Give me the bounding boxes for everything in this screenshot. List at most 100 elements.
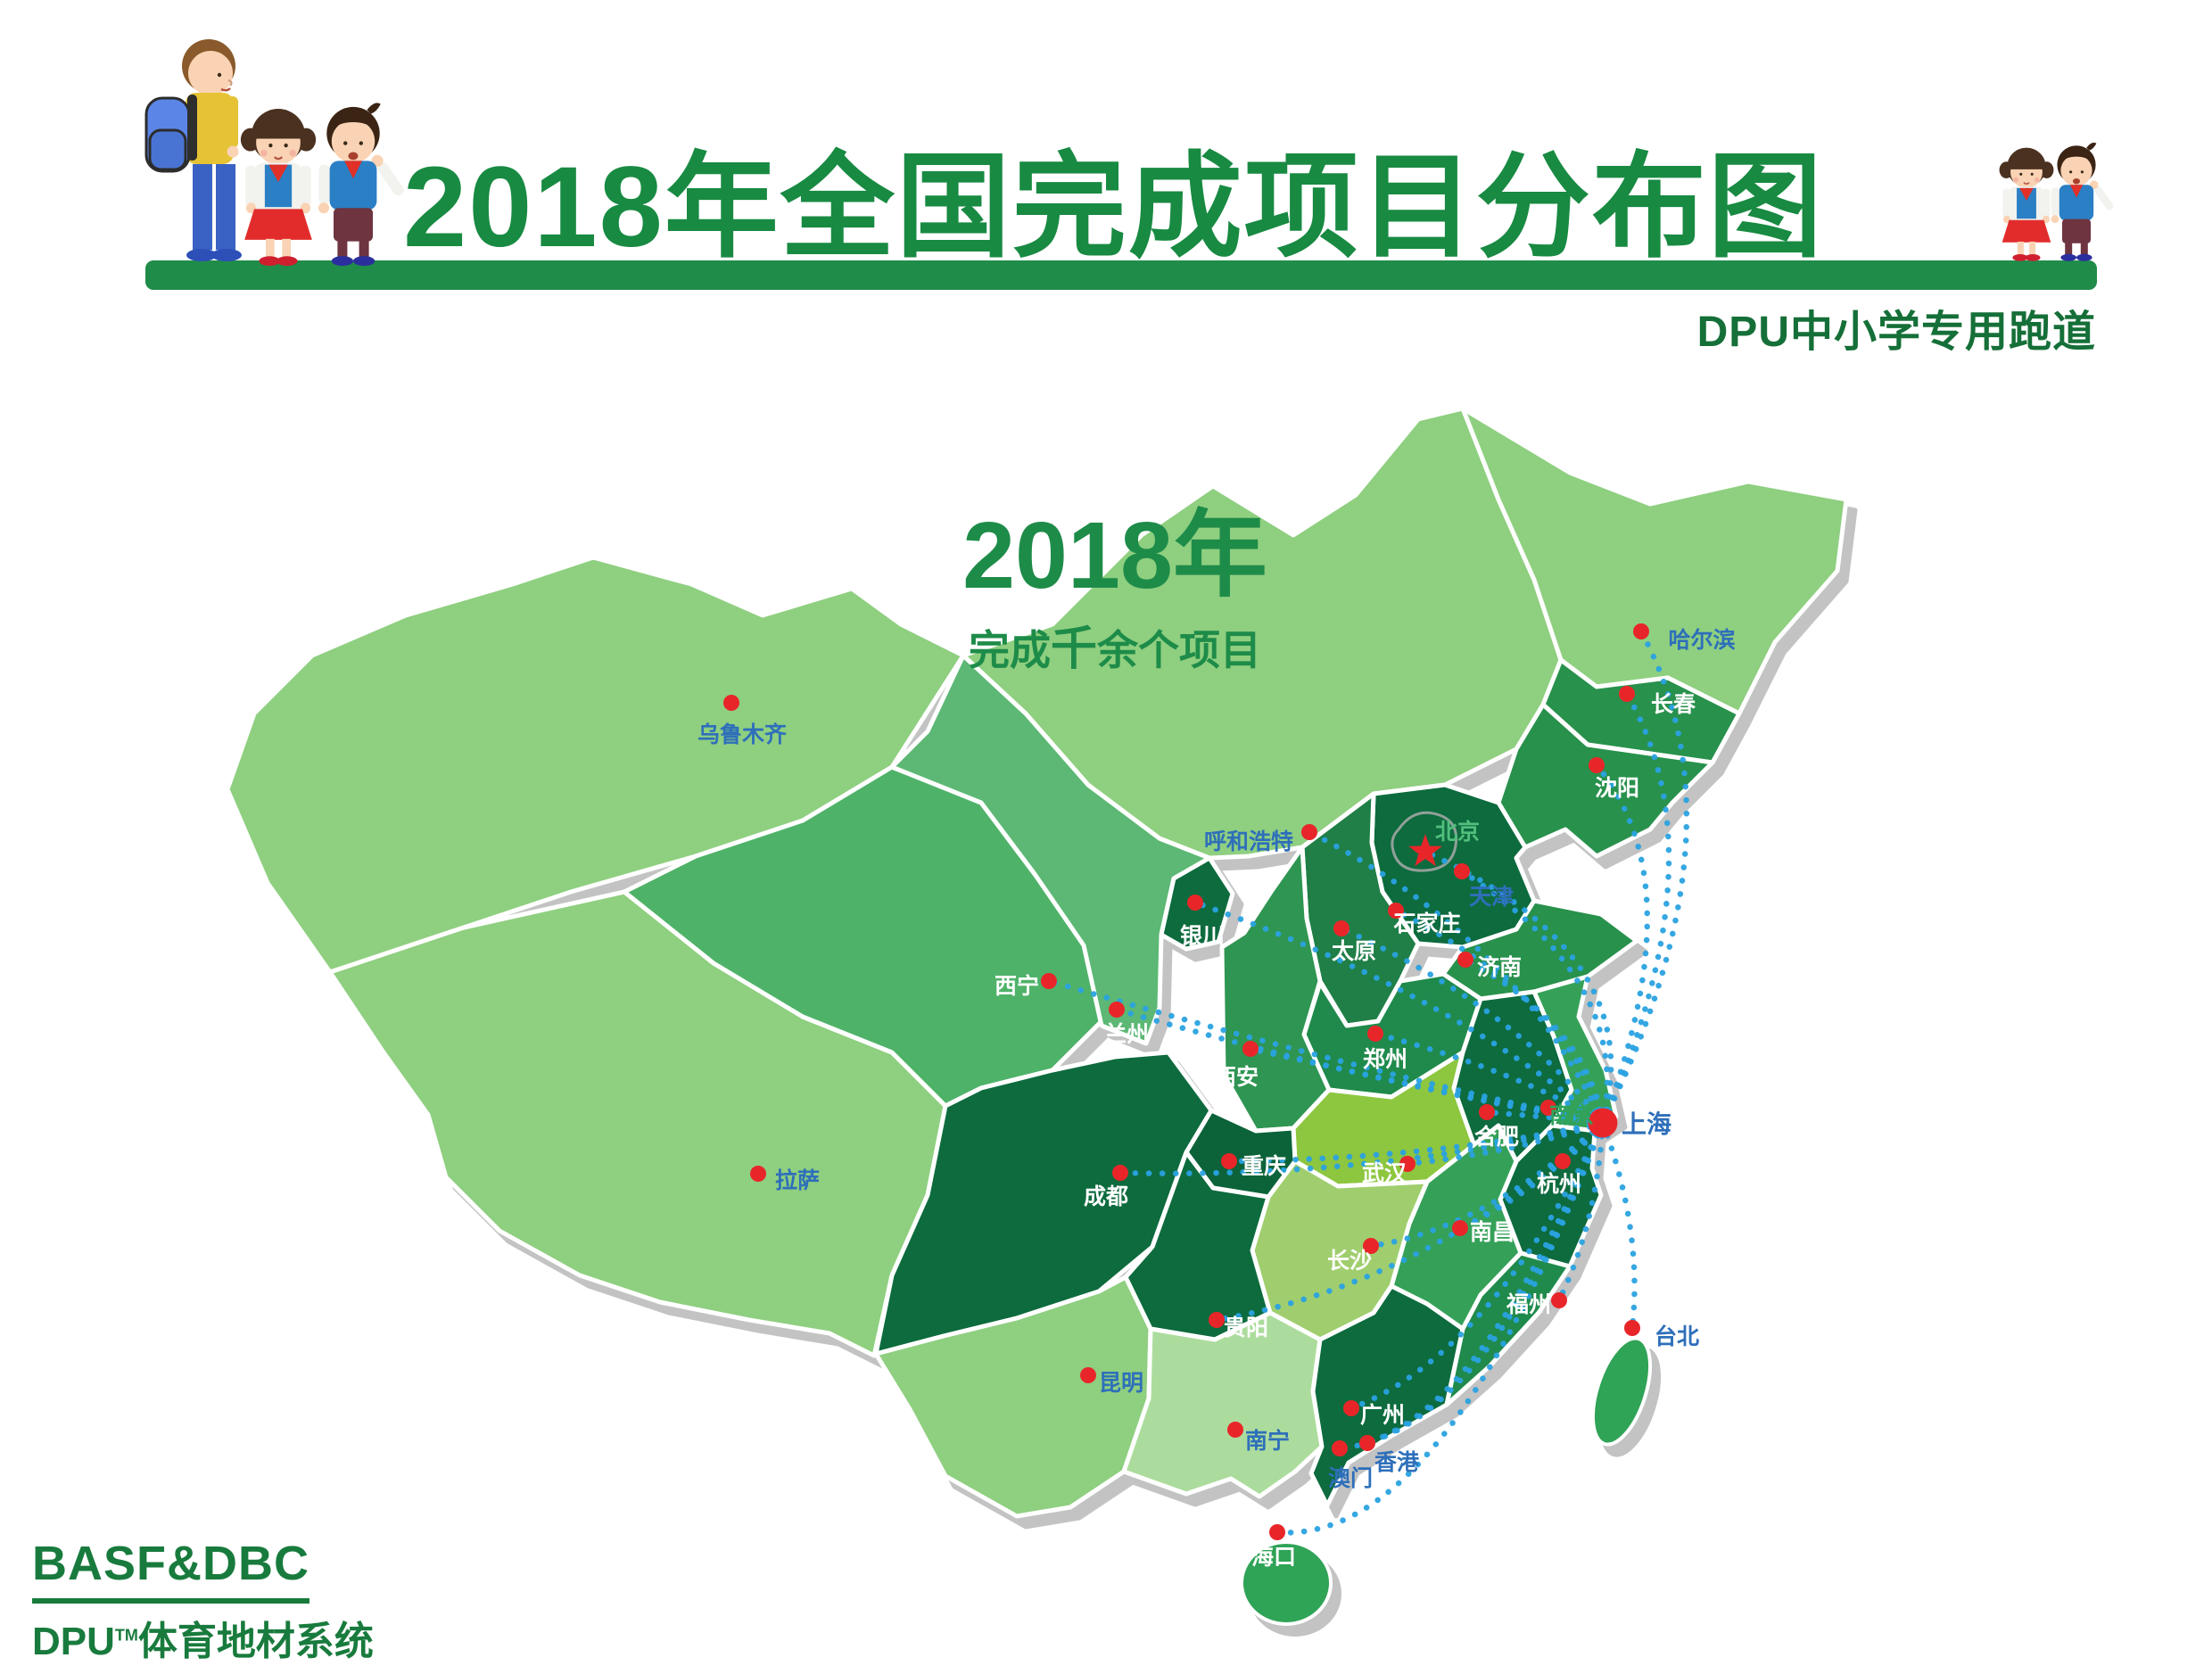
city-marker: [1227, 1422, 1243, 1438]
route-line: [1559, 1119, 1606, 1165]
city-label: 西安: [1214, 1064, 1259, 1090]
city-label: 西宁: [995, 973, 1039, 999]
route-line: [1117, 1119, 1606, 1176]
city-label: 呼和浩特: [1204, 829, 1293, 854]
province-shape: [1184, 1108, 1298, 1200]
city-label: 哈尔滨: [1668, 627, 1735, 653]
province-shape: [1440, 898, 1639, 1002]
city-marker: [1041, 973, 1057, 989]
route-line: [1045, 977, 1606, 1126]
province-shape: [1219, 845, 1332, 1134]
brand-product-line: DPUTM体育地材系统: [32, 1609, 374, 1666]
city-marker: [1479, 1104, 1495, 1120]
province-shape: [1531, 974, 1619, 1134]
route-line: [1338, 925, 1606, 1126]
route-line: [1599, 690, 1672, 1126]
province-shape: [1123, 1150, 1273, 1342]
beijing-star-icon: [1408, 834, 1442, 867]
city-label: 合肥: [1474, 1124, 1519, 1150]
annotation-year: 2018年: [962, 503, 1267, 608]
city-marker: [1301, 824, 1317, 840]
city-label: 昆明: [1099, 1371, 1143, 1396]
province-shape: [889, 653, 1212, 1046]
header-kids-right: [1998, 142, 2115, 262]
city-label: 成都: [1084, 1184, 1128, 1209]
brand-block: BASF&DBC DPUTM体育地材系统: [32, 1536, 374, 1666]
city-label: 上海: [1622, 1110, 1671, 1138]
city-marker: [1540, 1100, 1556, 1116]
city-markers-layer: [723, 623, 1649, 1540]
city-label: 贵阳: [1224, 1315, 1268, 1340]
route-line: [1462, 956, 1606, 1126]
route-line: [1348, 1119, 1606, 1412]
city-marker: [723, 695, 739, 711]
city-label: 武汉: [1362, 1161, 1407, 1186]
city-label: 沈阳: [1595, 776, 1639, 801]
province-shape: [1300, 791, 1421, 1028]
city-label: 南昌: [1470, 1220, 1515, 1245]
city-label: 澳门: [1328, 1465, 1373, 1491]
city-marker: [1109, 1002, 1125, 1018]
city-marker: [1589, 757, 1605, 773]
province-shape: [1301, 971, 1483, 1100]
route-line: [1556, 1119, 1606, 1304]
city-label: 重庆: [1242, 1153, 1286, 1179]
city-marker: [1363, 1238, 1379, 1254]
product-suffix: 体育地材系统: [137, 1620, 374, 1663]
route-line: [1367, 1119, 1606, 1250]
route-line: [1192, 899, 1606, 1126]
province-shape: [873, 1050, 1214, 1357]
province-shape: [225, 555, 966, 975]
route-line: [1422, 848, 1614, 1126]
city-label: 长春: [1651, 691, 1696, 717]
city-marker: [1209, 1312, 1225, 1328]
route-line: [1213, 1119, 1606, 1324]
route-line: [1457, 1119, 1606, 1232]
province-shape: [1369, 782, 1537, 950]
city-marker: [1333, 920, 1349, 936]
city-marker: [1633, 623, 1649, 639]
city-label: 南京: [1549, 1102, 1594, 1128]
map-annotation: 2018年 完成千余个项目: [856, 503, 1374, 678]
city-label: 南宁: [1245, 1428, 1290, 1454]
route-line: [1593, 762, 1651, 1126]
route-line: [1274, 1119, 1606, 1536]
city-marker: [1187, 895, 1203, 911]
city-label: 北京: [1435, 819, 1480, 845]
city-marker: [1080, 1367, 1096, 1383]
route-line: [1599, 1119, 1638, 1332]
city-label: 拉萨: [775, 1167, 820, 1193]
product-prefix: DPU: [32, 1620, 115, 1663]
city-marker: [1619, 686, 1635, 702]
brand-logo-text: BASF&DBC: [32, 1536, 310, 1604]
city-label: 香港: [1374, 1449, 1420, 1475]
city-label: 天津: [1469, 885, 1514, 910]
route-line: [1226, 1119, 1606, 1165]
city-label: 银川: [1180, 924, 1225, 949]
city-marker: [1343, 1400, 1359, 1416]
province-shape-taiwan: [1590, 1336, 1653, 1447]
province-shape: [1159, 855, 1235, 952]
route-line: [1113, 1006, 1606, 1126]
city-label: 杭州: [1537, 1171, 1581, 1197]
province-shape: [1460, 406, 1849, 716]
province-shape: [1308, 1283, 1465, 1508]
city-marker: [1269, 1524, 1285, 1540]
city-label: 太原: [1332, 939, 1376, 964]
route-line: [1545, 1104, 1606, 1126]
city-label: 兰州: [1104, 1021, 1149, 1047]
route-line: [1599, 628, 1690, 1126]
province-shape: [622, 764, 1127, 1109]
beijing-boundary-outline: [1391, 811, 1458, 872]
page-title: 2018年全国完成项目分布图: [403, 144, 1824, 271]
header-kids-left: [144, 37, 406, 268]
city-marker: [1452, 1220, 1468, 1236]
city-label: 郑州: [1363, 1047, 1407, 1072]
city-marker: [1388, 903, 1404, 919]
province-shape: [1121, 1310, 1325, 1499]
city-marker: [1112, 1165, 1128, 1181]
city-marker: [1555, 1153, 1571, 1169]
province-shape: [873, 1274, 1153, 1519]
